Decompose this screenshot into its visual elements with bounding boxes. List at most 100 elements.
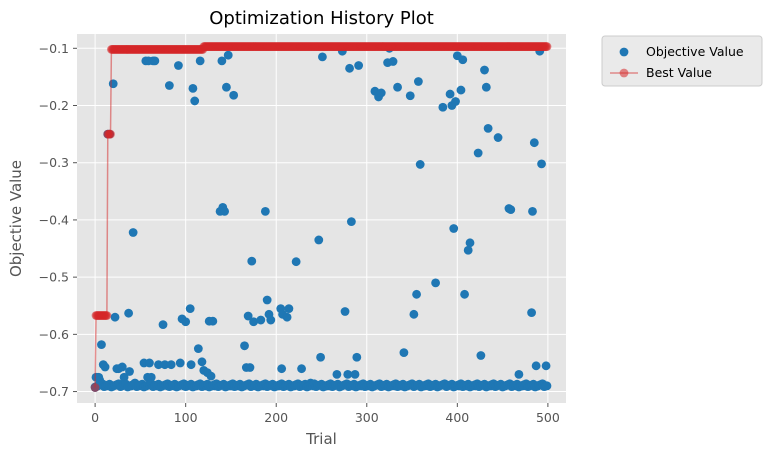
objective-point [537,159,546,169]
objective-point [463,245,473,255]
objective-point [185,304,195,314]
x-axis-label: Trial [305,430,337,448]
objective-point [217,56,227,66]
y-axis-ticks: −0.7 −0.6 −0.5 −0.4 −0.3 −0.2 −0.1 [39,41,77,399]
objective-point [154,360,163,370]
objective-point [343,369,353,379]
objective-point [190,96,200,106]
objective-point [314,235,324,245]
x-tick-label: 100 [174,410,198,425]
objective-point [229,90,239,100]
objective-point [247,256,257,266]
objective-point [431,278,440,288]
y-tick-label: −0.5 [39,270,69,285]
y-tick-label: −0.7 [39,384,69,399]
y-tick-label: −0.4 [39,212,69,227]
y-axis-label: Objective Value [7,160,25,277]
legend-objective-label: Objective Value [646,44,744,59]
best-value-line [90,42,552,392]
objective-point [249,317,258,327]
objective-point [405,91,415,101]
objective-point [399,348,409,358]
objective-point [243,311,253,321]
objective-point [388,57,398,66]
objective-point [481,82,491,92]
objective-point [260,206,270,216]
objective-point [117,362,127,372]
objective-point [460,289,469,299]
objective-point [100,362,110,372]
objective-point [528,206,537,216]
legend-best-label: Best Value [646,65,712,80]
legend-best-marker [619,68,629,78]
objective-point [445,89,455,99]
objective-point [352,352,362,362]
objective-point [174,61,183,70]
objective-point [514,369,524,379]
objective-point [110,312,120,322]
objective-point [186,360,196,370]
objective-point [541,361,551,371]
objective-point [206,371,216,381]
x-tick-label: 500 [536,410,560,425]
objective-point [529,138,539,148]
objective-point [146,372,156,382]
objective-point [223,50,233,60]
objective-point [413,77,423,86]
objective-point [340,307,350,316]
objective-point [197,357,207,367]
objective-point [458,55,468,65]
objective-point [332,369,342,379]
objective-point [376,88,386,98]
x-tick-label: 400 [445,410,469,425]
objective-point [220,206,230,216]
objective-point [266,315,276,325]
objective-point [476,351,486,360]
objective-point [119,372,129,382]
x-axis-ticks: 0 100 200 300 400 500 [91,403,560,425]
x-tick-label: 0 [91,410,99,425]
objective-point [158,320,168,330]
best-value-marker [90,383,100,392]
objective-point [297,364,306,374]
objective-point [438,102,448,112]
objective-point [145,358,154,368]
objective-point [527,308,536,318]
objective-point [108,79,118,89]
objective-point [415,160,425,169]
objective-point [541,381,551,391]
objective-point [175,358,185,368]
objective-point [465,238,475,248]
objective-point [193,344,203,354]
objective-point [150,56,160,66]
objective-point [195,56,205,66]
objective-point [240,341,249,351]
objective-point [208,316,218,326]
objective-point [449,224,459,233]
objective-point [473,148,483,158]
objective-point [483,123,493,133]
objective-point [124,308,134,318]
objective-point [188,83,198,93]
objective-point [256,315,266,325]
x-tick-label: 300 [355,410,379,425]
objective-point [282,312,292,322]
x-tick-label: 200 [264,410,288,425]
objective-point [506,205,516,215]
y-tick-label: −0.6 [39,327,69,342]
objective-point [262,295,272,305]
objective-point [531,361,541,371]
legend-box [601,35,763,87]
best-value-marker [106,129,115,139]
objective-point [393,82,402,92]
objective-point [125,367,134,376]
y-tick-label: −0.1 [39,41,69,56]
objective-point [128,228,138,237]
objective-point [160,360,170,370]
objective-point [284,304,294,314]
objective-point [480,65,489,75]
objective-point [318,52,327,62]
objective-point [181,317,191,327]
